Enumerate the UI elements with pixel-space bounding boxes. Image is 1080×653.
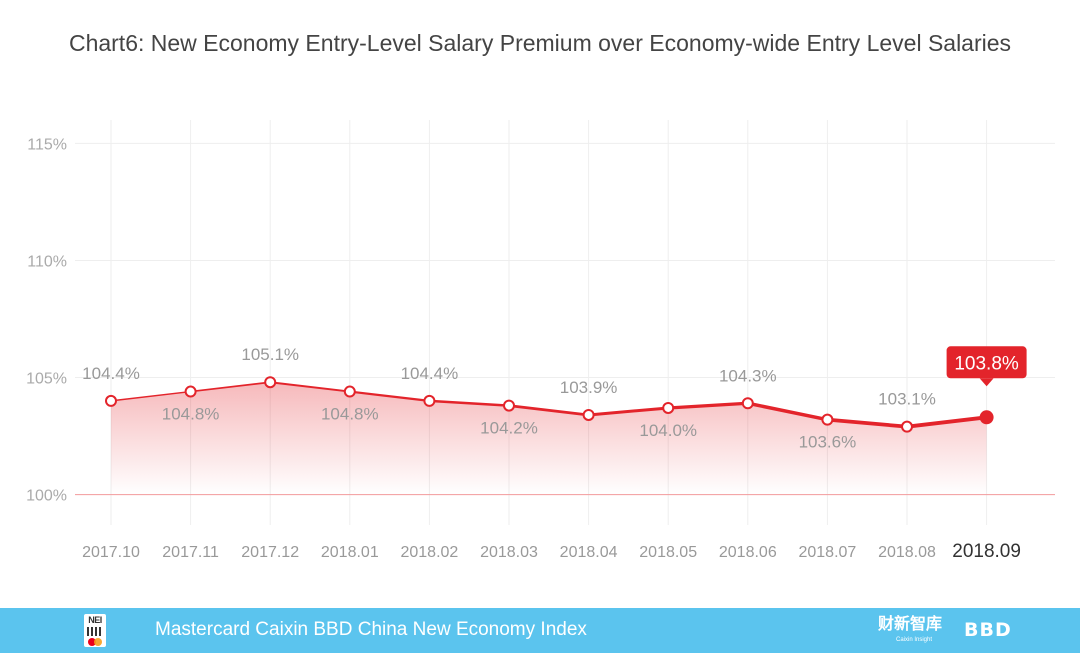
data-label: 104.0% [639, 421, 697, 440]
caixin-logo: 财新智库 [878, 616, 943, 633]
x-tick-label: 2017.10 [82, 544, 140, 561]
data-point [423, 394, 436, 407]
data-point [582, 408, 595, 421]
data-label: 105.1% [241, 345, 299, 364]
x-tick-label: 2018.06 [719, 544, 777, 561]
x-tick-label: 2018.04 [560, 544, 618, 561]
callout-box [946, 346, 1027, 379]
data-label-callout: 103.8% [946, 346, 1027, 387]
y-tick-label: 110% [27, 253, 67, 270]
data-label: 103.8% [954, 353, 1019, 374]
series-line-segment [269, 381, 351, 393]
data-point [503, 399, 515, 412]
y-tick-label: 105% [26, 371, 67, 388]
data-label: 104.8% [162, 405, 220, 424]
data-point-highlight [979, 410, 994, 425]
data-label: 103.6% [799, 433, 857, 452]
data-point [741, 397, 754, 410]
caixin-logo-subtitle: Caixin Insight [896, 637, 933, 643]
x-tick-label: 2017.12 [241, 544, 299, 561]
x-tick-label-highlight: 2018.09 [952, 541, 1021, 562]
x-tick-label: 2018.01 [321, 544, 379, 561]
series-line-segment [905, 415, 989, 429]
series-line-segment [428, 399, 511, 407]
data-label: 104.2% [480, 419, 538, 438]
line-chart: 100% 105% 110% 115% 104.4% 2017.10 104.8% 2017.… [26, 120, 1055, 562]
data-label: 104.3% [719, 366, 777, 385]
y-tick-label: 100% [26, 488, 67, 505]
bbd-logo: BBD [964, 619, 1012, 641]
series-line-segment [666, 401, 750, 410]
data-label: 103.1% [878, 390, 936, 409]
footer-title: Mastercard Caixin BBD China New Economy … [155, 619, 587, 640]
data-point [184, 385, 197, 398]
data-label: 104.4% [401, 364, 459, 383]
series-line-segment [587, 406, 670, 417]
x-tick-label: 2018.02 [400, 544, 458, 561]
series-line-segment [746, 401, 830, 422]
data-label: 104.4% [82, 364, 140, 383]
data-point [343, 385, 356, 398]
x-tick-label: 2018.08 [878, 544, 936, 561]
data-point [901, 420, 913, 433]
series-line-segment [507, 404, 590, 417]
series-line-segment [348, 390, 431, 403]
data-point [662, 401, 675, 414]
x-tick-label: 2018.03 [480, 544, 538, 561]
x-tick-label: 2018.07 [798, 544, 856, 561]
nei-logo-text: NEI [88, 615, 102, 625]
mastercard-icon [88, 638, 96, 646]
y-tick-label: 115% [27, 136, 67, 153]
chart-title: Chart6: New Economy Entry-Level Salary P… [68, 30, 1012, 56]
series-line-segment [189, 381, 272, 393]
series-line-segment [825, 417, 909, 429]
footer-bar: NEI Mastercard Caixin BBD China New Econ… [0, 608, 1080, 653]
x-tick-label: 2018.05 [639, 544, 697, 561]
data-point [105, 394, 117, 407]
x-tick-label: 2017.11 [162, 544, 219, 561]
data-point [821, 413, 834, 426]
data-label: 103.9% [560, 378, 618, 397]
nei-logo: NEI [84, 614, 106, 647]
data-label: 104.8% [321, 405, 379, 424]
callout-pointer [979, 378, 994, 387]
data-point [264, 376, 277, 389]
area-fill [111, 382, 987, 495]
series-line-segment [110, 390, 192, 402]
